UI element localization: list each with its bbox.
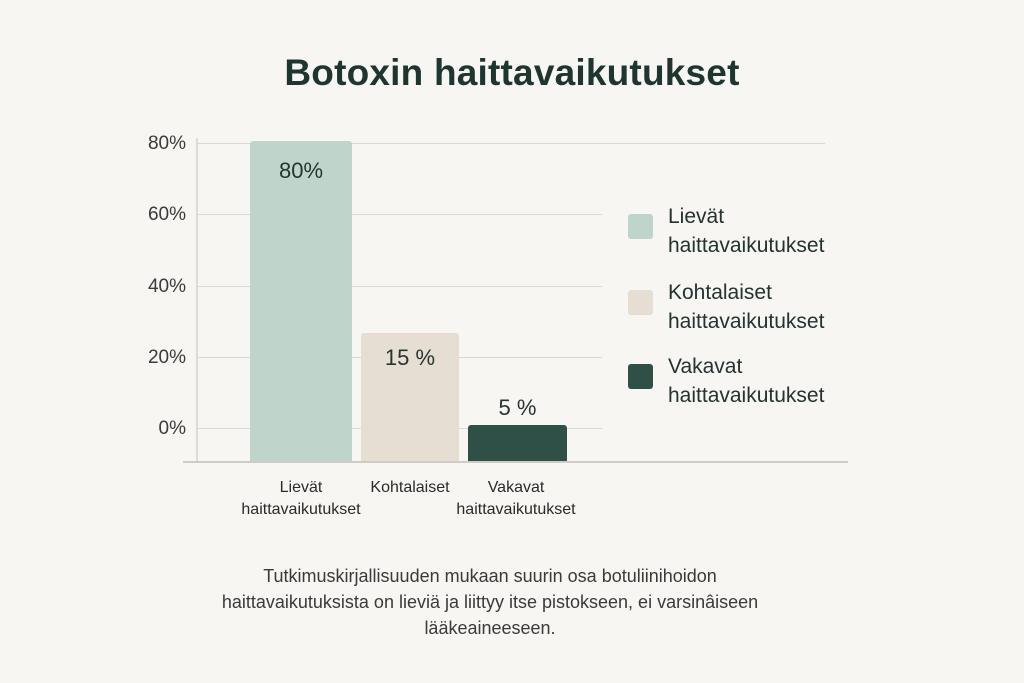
y-axis-line <box>196 138 198 463</box>
caption: Tutkimuskirjallisuuden mukaan suurin osa… <box>160 563 820 641</box>
legend-line2: haittavaikutukset <box>668 310 825 333</box>
legend-line2: haittavaikutukset <box>668 384 825 407</box>
x-axis-line <box>183 461 848 463</box>
legend-line2: haittavaikutukset <box>668 234 825 257</box>
x-label-vakavat: Vakavat haittavaikutukset <box>436 477 596 521</box>
bar-kohtalaiset <box>361 333 459 462</box>
x-label-line1: Vakavat <box>487 479 545 496</box>
y-tick-0: 0% <box>158 418 186 439</box>
caption-line3: lääkeaineeseen. <box>424 618 556 638</box>
bar-lievat <box>250 141 352 462</box>
legend-swatch-vakavat <box>628 364 653 389</box>
legend-item-lievat: Lievät haittavaikutukset <box>628 202 824 260</box>
legend-swatch-kohtalaiset <box>628 290 653 315</box>
value-label-lievat: 80% <box>278 158 324 183</box>
caption-line2: haittavaikutuksista on lieviä ja liittyy… <box>221 592 759 612</box>
x-label-lievat: Lievät haittavaikutukset <box>221 477 381 521</box>
caption-line1: Tutkimuskirjallisuuden mukaan suurin osa… <box>263 566 717 586</box>
x-label-line2: haittavaikutukset <box>456 501 576 518</box>
legend-line1: Vakavat <box>668 355 743 378</box>
x-label-line1: Kohtalaiset <box>370 479 450 496</box>
legend-item-kohtalaiset: Kohtalaiset haittavaikutukset <box>628 278 824 336</box>
legend-swatch-lievat <box>628 214 653 239</box>
x-label-kohtalaiset: Kohtalaiset <box>350 477 470 499</box>
gridline-80 <box>197 143 825 144</box>
x-label-line1: Lievät <box>279 479 323 496</box>
value-label-kohtalaiset: 15 % <box>384 345 436 370</box>
y-tick-60: 60% <box>147 204 186 225</box>
bar-vakavat <box>468 425 567 462</box>
legend-item-vakavat: Vakavat haittavaikutukset <box>628 352 824 410</box>
y-tick-80: 80% <box>147 133 186 154</box>
y-tick-20: 20% <box>147 347 186 368</box>
gridline-40 <box>197 286 602 287</box>
y-tick-40: 40% <box>147 276 186 297</box>
legend-line1: Kohtalaiset <box>668 281 772 304</box>
x-label-line2: haittavaikutukset <box>241 501 361 518</box>
gridline-60 <box>197 214 602 215</box>
legend-line1: Lievät <box>668 205 725 228</box>
chart-title: Botoxin haittavaikutukset <box>284 52 740 93</box>
value-label-vakavat: 5 % <box>498 395 537 420</box>
